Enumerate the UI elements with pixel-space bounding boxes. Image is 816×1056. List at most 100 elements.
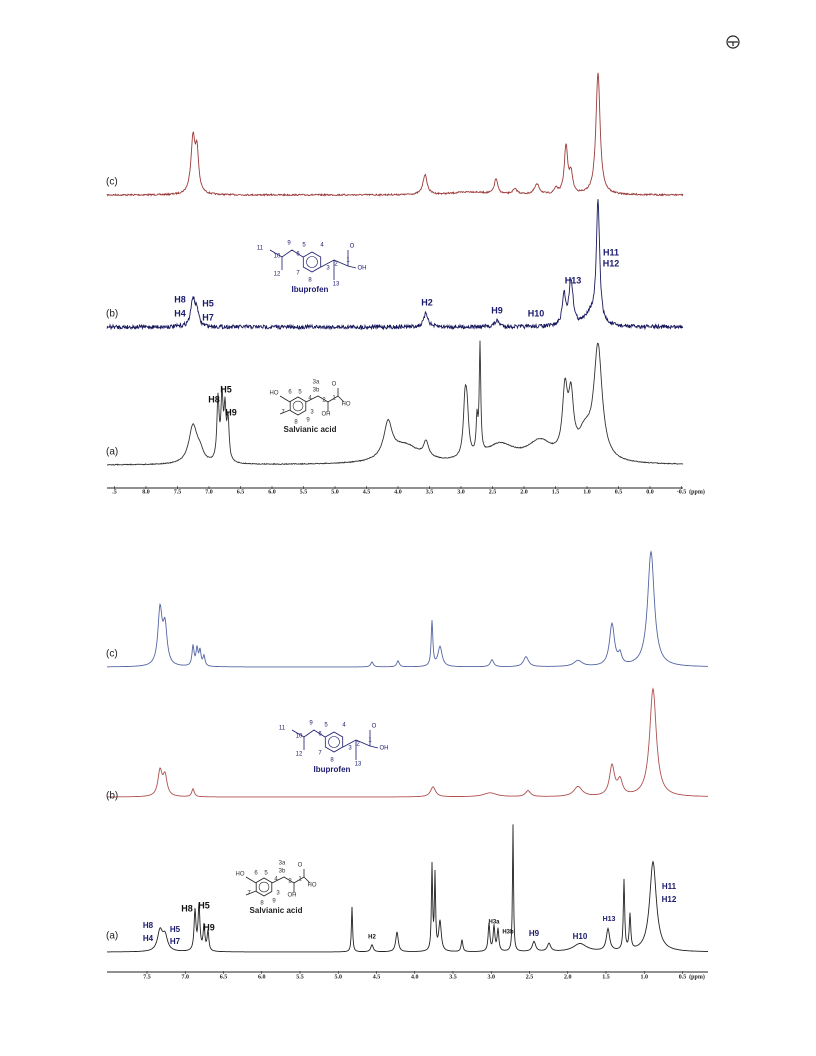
atom-label: 8 xyxy=(308,278,312,284)
salvianic-structure: 3a 3b HO 6 54 3 2 1 O HO 7 8 9 OH Salvianic acid xyxy=(236,861,317,916)
peak-label: H5 xyxy=(170,925,181,934)
peak-label: H2 xyxy=(421,297,433,307)
benzene-ring xyxy=(302,251,322,273)
tick-label: 3.0 xyxy=(457,489,465,495)
benzene-ring xyxy=(324,731,344,753)
axis-unit: (ppm) xyxy=(689,973,705,980)
atom-label: HO xyxy=(308,883,317,889)
bonds xyxy=(245,869,311,896)
atom-label: O xyxy=(298,863,303,869)
atom-label: 13 xyxy=(355,762,362,768)
benzene-ring xyxy=(255,877,273,897)
bonds xyxy=(279,388,345,415)
axis-unit: (ppm) xyxy=(689,488,705,495)
tick-label: 1.5 xyxy=(602,974,610,980)
atom-label: 5 xyxy=(298,390,302,396)
atom-label: 3 xyxy=(276,891,280,897)
aromatic-circle xyxy=(306,256,318,268)
peak-label: H3b xyxy=(502,930,514,936)
atom-label: 2 xyxy=(334,262,338,268)
atom-label: 3b xyxy=(313,388,320,394)
atom-label: 5 xyxy=(302,243,306,249)
tick-label: 0.5 xyxy=(679,974,687,980)
peak-label: H13 xyxy=(565,275,582,285)
tick-label: 4.0 xyxy=(394,489,402,495)
atom-label: HO xyxy=(270,391,279,397)
spectrum-trace xyxy=(106,199,684,331)
atom-label: 3 xyxy=(348,746,352,752)
atom-label: 3b xyxy=(279,869,286,875)
aromatic-circle xyxy=(292,400,304,412)
atom-label: OH xyxy=(380,746,389,752)
spectrum-trace xyxy=(107,824,708,953)
atom-label: 1 xyxy=(332,396,336,402)
atom-label: 12 xyxy=(296,752,303,758)
tick-label: 4.0 xyxy=(411,974,419,980)
header-icon xyxy=(726,35,740,49)
atom-label: 7 xyxy=(247,891,251,897)
tick-label: 5.0 xyxy=(331,489,339,495)
atom-label: 12 xyxy=(274,272,281,278)
atom-label: 2 xyxy=(288,879,292,885)
peak-label: H9 xyxy=(203,922,215,932)
spectrum-trace xyxy=(106,72,684,197)
tick-label: 7.0 xyxy=(205,489,213,495)
atom-label: O xyxy=(332,382,337,388)
atom-label: 4 xyxy=(320,243,324,249)
peak-label: H8 xyxy=(181,903,193,913)
peak-label: H3a xyxy=(488,920,500,926)
atom-label: 2 xyxy=(322,398,326,404)
atom-label: 3 xyxy=(310,410,314,416)
tick-label: 2.5 xyxy=(526,974,534,980)
spectrum-trace xyxy=(106,340,684,466)
atom-label: O xyxy=(372,724,377,730)
tick-label: 3.0 xyxy=(488,974,496,980)
tick-label: 2.0 xyxy=(564,974,572,980)
tick-label: 5.5 xyxy=(296,974,304,980)
atom-label: OH xyxy=(322,412,331,418)
atom-label: 3a xyxy=(279,861,286,867)
salvianic-structure: 3a 3b HO 6 54 3 2 1 O HO 7 8 9 OH Salvianic acid xyxy=(270,380,351,435)
atom-label: 8 xyxy=(330,758,334,764)
tick-label: 7.5 xyxy=(174,489,182,495)
peak-label: H8 xyxy=(174,294,186,304)
tick-label: 0.5 xyxy=(615,489,623,495)
tick-label: 7.5 xyxy=(143,974,151,980)
atom-label: 6 xyxy=(296,252,300,258)
atom-label: 9 xyxy=(287,241,291,247)
peak-label: H2 xyxy=(368,935,376,941)
atom-label: 7 xyxy=(281,410,285,416)
tick-label: .5 xyxy=(112,489,117,495)
peak-label: H4 xyxy=(143,934,154,943)
atom-label: 5 xyxy=(264,871,268,877)
tick-label: 6.5 xyxy=(220,974,228,980)
atom-label: 8 xyxy=(294,420,298,426)
atom-label: 10 xyxy=(296,734,303,740)
peak-label: H7 xyxy=(202,312,214,322)
peak-label: H13 xyxy=(603,916,616,923)
atom-label: 9 xyxy=(309,721,313,727)
atom-label: 9 xyxy=(306,418,310,424)
atom-label: 6 xyxy=(318,732,322,738)
trace-label: (c) xyxy=(106,177,118,188)
ibuprofen-structure: 11 10 9 5 4 6 3 7 8 2 1 O OH 12 13 Ibuprofen xyxy=(257,241,367,295)
atom-label: 5 xyxy=(324,723,328,729)
tick-label: 5.5 xyxy=(300,489,308,495)
atom-label: 4 xyxy=(274,877,278,883)
peak-label: H10 xyxy=(528,308,545,318)
bonds xyxy=(291,729,379,760)
atom-label: O xyxy=(350,244,355,250)
molecule-name: Ibuprofen xyxy=(292,285,329,294)
atom-label: 9 xyxy=(272,899,276,905)
atom-label: 3 xyxy=(326,266,330,272)
tick-label: 0.0 xyxy=(646,489,654,495)
molecule-name: Salvianic acid xyxy=(250,906,303,915)
tick-label: 7.0 xyxy=(182,974,190,980)
tick-label: 3.5 xyxy=(449,974,457,980)
atom-label: HO xyxy=(342,402,351,408)
tick-label: 1.0 xyxy=(583,489,591,495)
atom-label: HO xyxy=(236,872,245,878)
atom-label: 1 xyxy=(368,738,372,744)
